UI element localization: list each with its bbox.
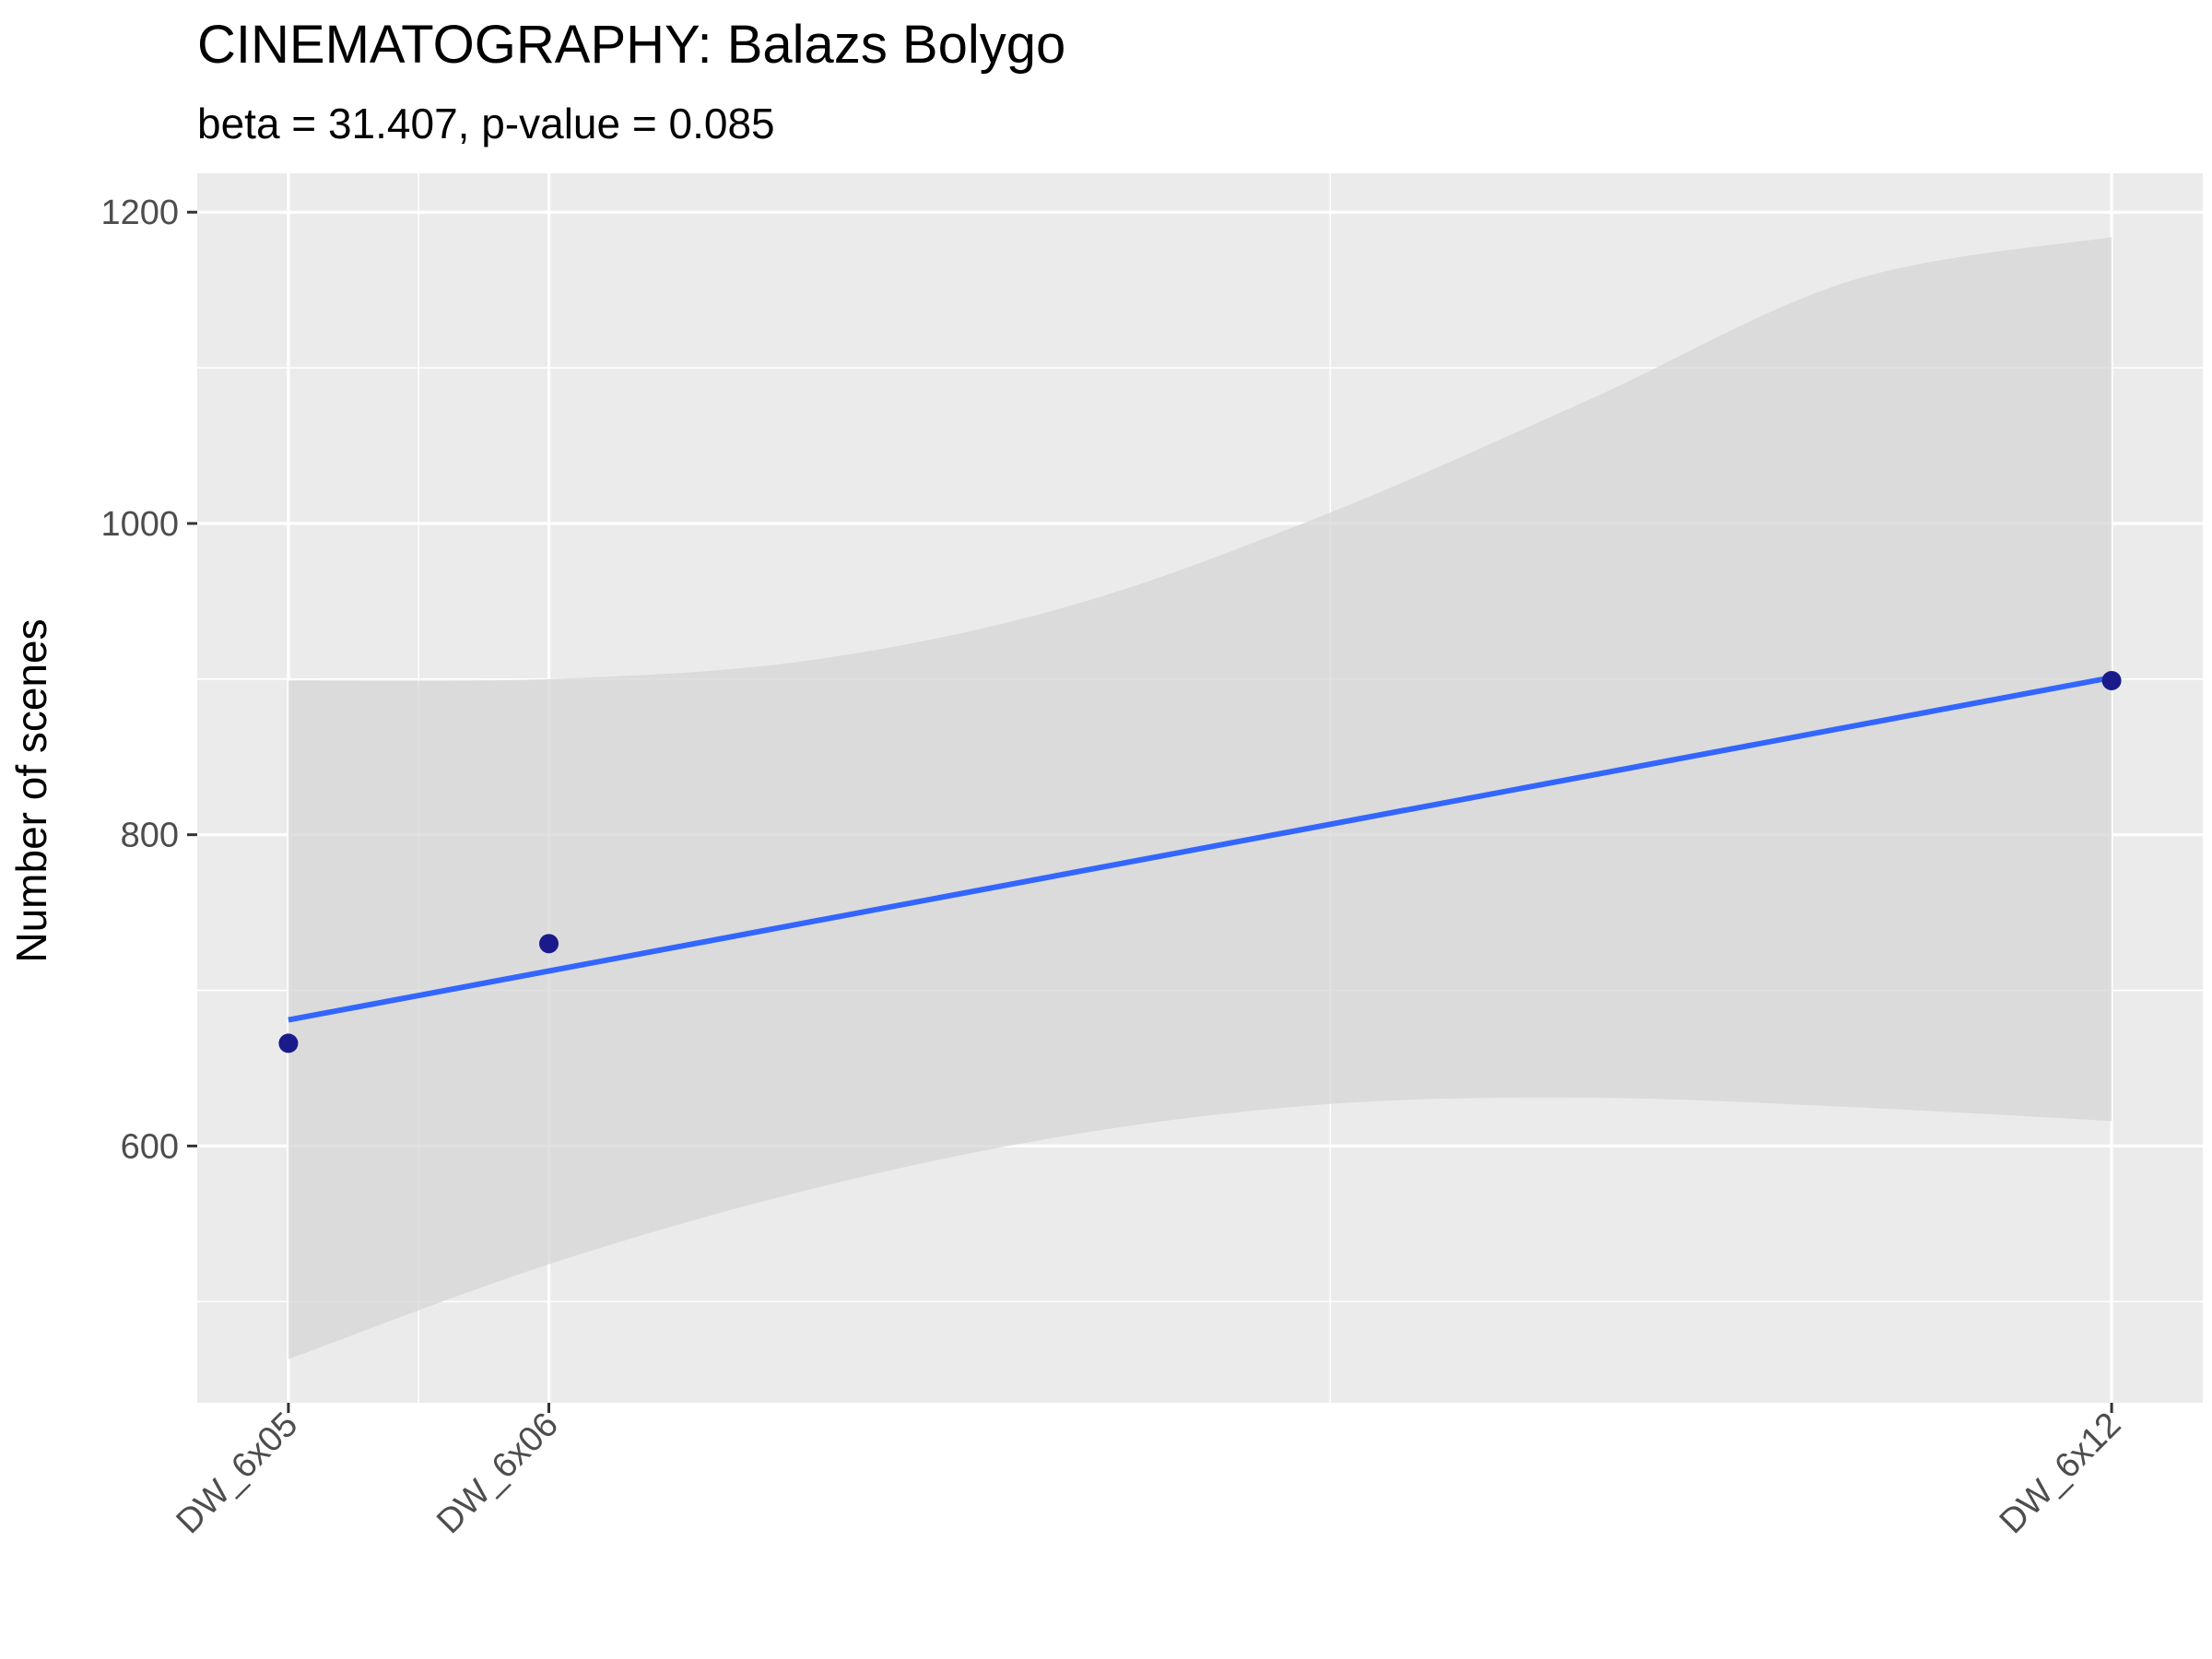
fit-line-layer — [288, 675, 2112, 1023]
y-tick-label: 1200 — [100, 194, 179, 232]
confidence-band-layer — [288, 237, 2112, 1359]
chart-title: CINEMATOGRAPHY: Balazs Bolygo — [197, 15, 1065, 75]
data-point — [278, 1033, 299, 1053]
x-tick-label: DW_6x05 — [170, 1406, 306, 1542]
y-axis: 600 800 1000 1200 — [100, 194, 197, 1166]
confidence-band — [288, 237, 2112, 1359]
x-axis: DW_6x05 DW_6x06 DW_6x12 — [170, 1403, 2129, 1542]
chart-subtitle: beta = 31.407, p-value = 0.085 — [197, 100, 775, 147]
y-tick-label: 800 — [121, 817, 179, 855]
x-tick-label: DW_6x06 — [429, 1406, 566, 1542]
fit-line — [288, 675, 2112, 1023]
y-tick-label: 1000 — [100, 505, 179, 544]
y-tick-label: 600 — [121, 1127, 179, 1166]
y-axis-label: Number of scenes — [7, 618, 55, 962]
data-point — [539, 934, 559, 954]
data-point — [2101, 670, 2122, 690]
x-tick-label: DW_6x12 — [1993, 1406, 2129, 1542]
data-points — [278, 670, 2122, 1053]
